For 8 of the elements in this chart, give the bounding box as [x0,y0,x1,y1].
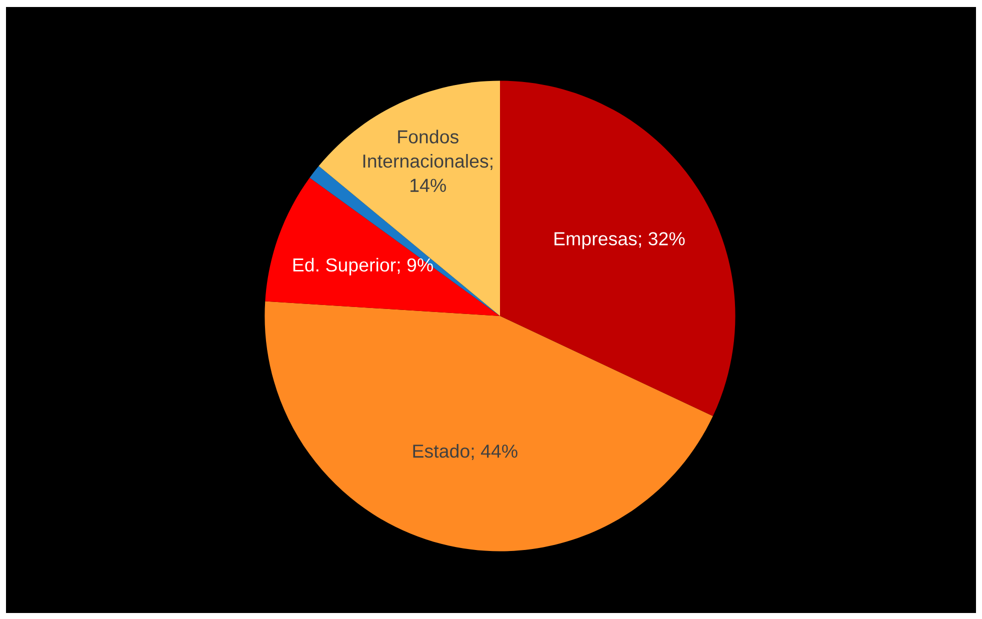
pie-slice [318,80,500,316]
pie-slice [500,80,736,416]
slice-label: Estado; 44% [413,444,518,460]
pie-slice [265,178,500,316]
slice-label: Ed. Superior; 9% [293,258,433,276]
pie-slice [264,301,713,552]
slice-label: Empresas; 32% [554,232,685,250]
slice-label: Fondos Internacionales; 14% [363,130,492,192]
